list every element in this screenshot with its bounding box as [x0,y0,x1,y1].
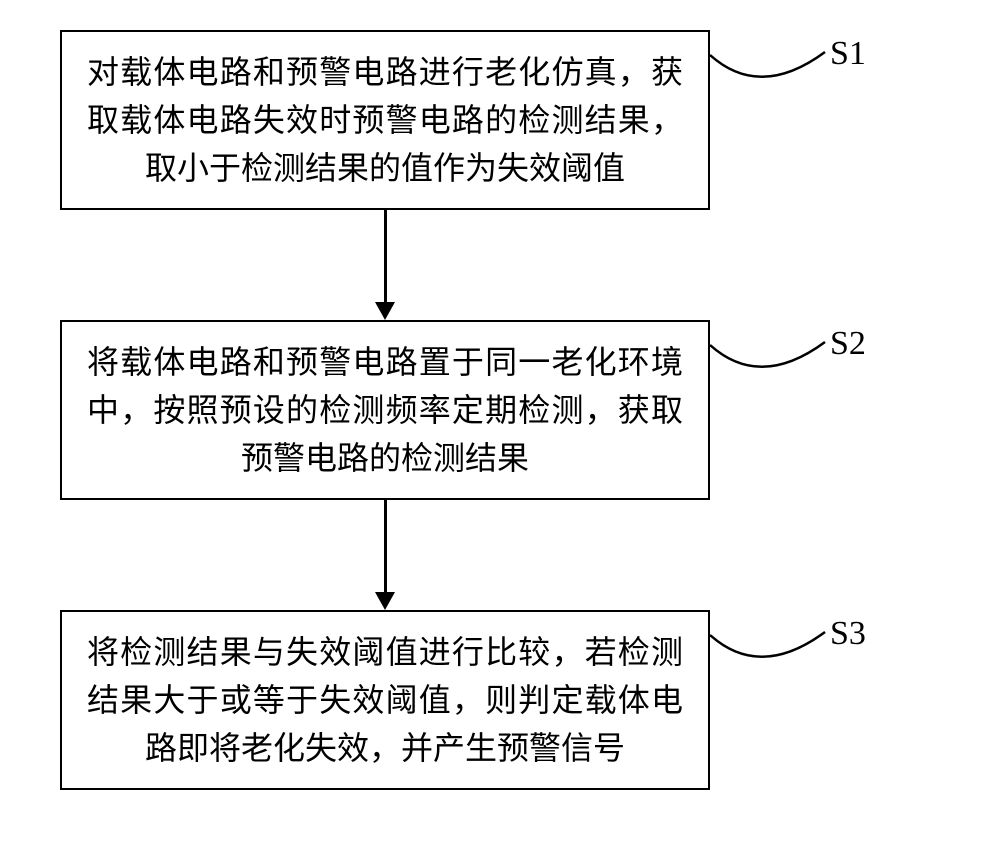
box-s1-text: 对载体电路和预警电路进行老化仿真，获取载体电路失效时预警电路的检测结果，取小于检… [87,48,683,192]
connector-s2-s3 [384,500,387,593]
box-s2-text: 将载体电路和预警电路置于同一老化环境中，按照预设的检测频率定期检测，获取预警电路… [87,338,683,482]
flowchart-box-s3: 将检测结果与失效阈值进行比较，若检测结果大于或等于失效阈值，则判定载体电路即将老… [60,610,710,790]
label-s3: S3 [830,615,866,653]
curve-s3 [710,610,840,670]
label-s1: S1 [830,35,866,73]
label-s2: S2 [830,325,866,363]
curve-s1 [710,30,840,90]
connector-s1-s2 [384,210,387,303]
flowchart-container: 对载体电路和预警电路进行老化仿真，获取载体电路失效时预警电路的检测结果，取小于检… [0,0,1000,858]
arrow-s1-s2 [375,302,395,320]
curve-s2 [710,320,840,380]
box-s3-text: 将检测结果与失效阈值进行比较，若检测结果大于或等于失效阈值，则判定载体电路即将老… [87,628,683,772]
flowchart-box-s2: 将载体电路和预警电路置于同一老化环境中，按照预设的检测频率定期检测，获取预警电路… [60,320,710,500]
flowchart-box-s1: 对载体电路和预警电路进行老化仿真，获取载体电路失效时预警电路的检测结果，取小于检… [60,30,710,210]
arrow-s2-s3 [375,592,395,610]
